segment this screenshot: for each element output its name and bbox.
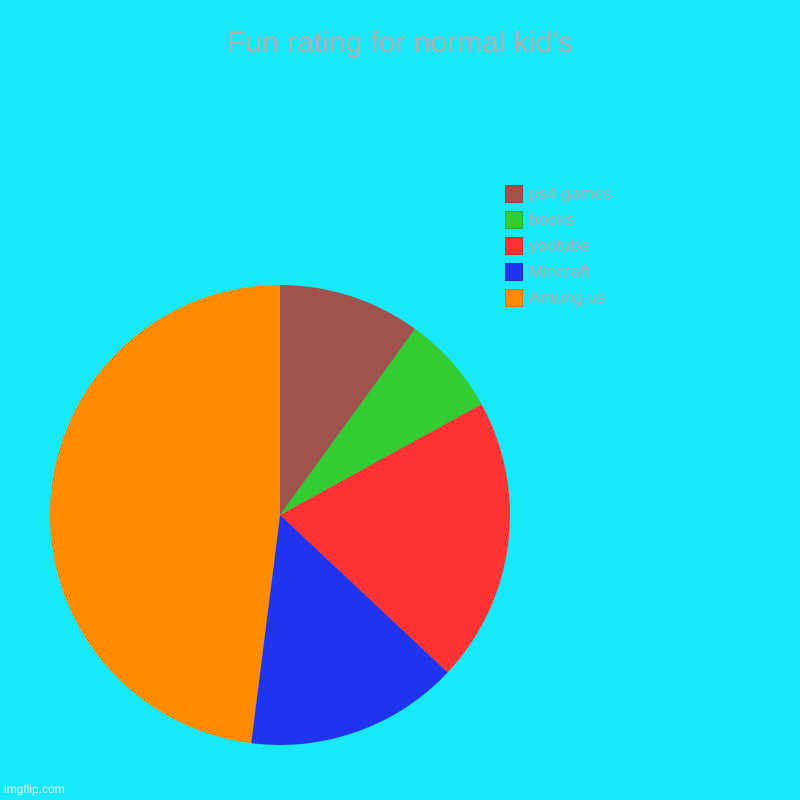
legend-item: youtube [505, 237, 612, 255]
legend-label: Mincraft [529, 263, 589, 281]
watermark: imgflip.com [4, 782, 65, 796]
legend-item: Amung us [505, 289, 612, 307]
legend-item: books [505, 211, 612, 229]
chart-title: Fun rating for normal kid's [0, 26, 800, 60]
legend-swatch [505, 289, 523, 307]
legend-item: ps4 games [505, 185, 612, 203]
legend-swatch [505, 237, 523, 255]
pie-chart [50, 285, 510, 745]
legend-swatch [505, 211, 523, 229]
legend-label: youtube [529, 237, 590, 255]
legend: ps4 games books youtube Mincraft Amung us [505, 185, 612, 315]
legend-swatch [505, 263, 523, 281]
legend-label: Amung us [529, 289, 606, 307]
chart-container: Fun rating for normal kid's ps4 games boo… [0, 0, 800, 800]
legend-label: books [529, 211, 574, 229]
legend-label: ps4 games [529, 185, 612, 203]
pie-slice [50, 285, 280, 743]
legend-swatch [505, 185, 523, 203]
legend-item: Mincraft [505, 263, 612, 281]
